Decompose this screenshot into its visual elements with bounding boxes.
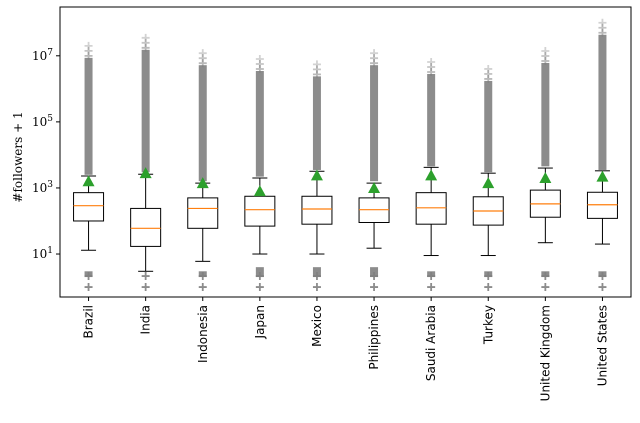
flier-band-high: [84, 57, 93, 175]
flier-marker: [484, 74, 493, 83]
x-tick-label: Japan: [253, 305, 267, 339]
box-group-india: India: [130, 33, 162, 334]
mean-marker: [253, 185, 266, 197]
flier-marker: [141, 33, 150, 42]
flier-marker: [598, 18, 607, 27]
flier-marker: [598, 272, 607, 281]
flier-band-high: [255, 71, 264, 177]
flier-band-high: [427, 73, 436, 167]
box-group-united-states: United States: [586, 18, 618, 386]
mean-marker: [539, 172, 552, 184]
flier-marker: [598, 283, 607, 292]
flier-band-high: [370, 65, 379, 182]
flier-marker: [198, 272, 207, 281]
plot-frame: [59, 6, 632, 298]
box-group-united-kingdom: United Kingdom: [529, 46, 561, 401]
box: [244, 195, 276, 227]
flier-marker: [84, 41, 93, 50]
flier-marker: [84, 51, 93, 60]
flier-marker: [541, 56, 550, 65]
y-axis-label: #followers + 1: [11, 111, 25, 202]
mean-marker: [368, 181, 381, 193]
box: [187, 197, 219, 229]
flier-marker: [255, 283, 264, 292]
flier-marker: [198, 283, 207, 292]
flier-marker: [370, 272, 379, 281]
flier-marker: [427, 272, 436, 281]
flier-marker: [541, 46, 550, 55]
box-group-philippines: Philippines: [358, 49, 390, 370]
mean-marker: [482, 177, 495, 189]
box-group-indonesia: Indonesia: [187, 49, 219, 363]
mean-marker: [596, 170, 609, 182]
flier-marker: [255, 65, 264, 74]
flier-marker: [427, 283, 436, 292]
flier-marker: [541, 283, 550, 292]
box-group-mexico: Mexico: [301, 60, 333, 347]
x-tick-label: Saudi Arabia: [424, 305, 438, 381]
mean-marker: [82, 175, 95, 187]
flier-marker: [198, 49, 207, 58]
mean-marker: [139, 167, 152, 179]
box-group-turkey: Turkey: [472, 64, 504, 345]
flier-marker: [84, 283, 93, 292]
flier-marker: [484, 272, 493, 281]
flier-marker: [141, 283, 150, 292]
mean-marker: [196, 177, 209, 189]
flier-marker: [484, 283, 493, 292]
flier-band-high: [598, 34, 607, 170]
box-group-brazil: Brazil: [73, 41, 105, 339]
flier-marker: [370, 59, 379, 68]
flier-marker: [255, 55, 264, 64]
flier-band-high: [312, 76, 321, 170]
flier-marker: [84, 272, 93, 281]
flier-marker: [312, 272, 321, 281]
box-group-saudi-arabia: Saudi Arabia: [415, 57, 447, 381]
flier-band-high: [484, 80, 493, 173]
mean-marker: [310, 169, 323, 181]
box: [130, 207, 162, 247]
x-tick-label: Mexico: [310, 305, 324, 347]
flier-marker: [427, 67, 436, 76]
flier-marker: [427, 57, 436, 66]
x-tick-label: Indonesia: [196, 305, 210, 363]
x-tick-label: Turkey: [481, 305, 495, 345]
x-tick-label: United States: [595, 305, 609, 386]
x-tick-label: United Kingdom: [538, 305, 552, 401]
flier-marker: [370, 49, 379, 58]
flier-marker: [370, 283, 379, 292]
flier-marker: [312, 283, 321, 292]
box: [73, 192, 105, 222]
flier-band-high: [198, 65, 207, 182]
flier-marker: [312, 60, 321, 69]
box: [301, 195, 333, 225]
flier-marker: [541, 272, 550, 281]
y-tick-label: 103: [32, 180, 53, 195]
y-tick-label: 101: [32, 246, 53, 261]
x-tick-label: India: [139, 305, 153, 334]
x-tick-label: Philippines: [367, 305, 381, 370]
y-tick-label: 105: [32, 114, 53, 129]
x-tick-label: Brazil: [82, 305, 96, 339]
flier-marker: [484, 64, 493, 73]
flier-marker: [598, 28, 607, 37]
flier-marker: [141, 43, 150, 52]
flier-marker: [141, 272, 150, 281]
flier-band-high: [541, 62, 550, 167]
flier-marker: [255, 272, 264, 281]
box-group-japan: Japan: [244, 55, 276, 339]
y-tick-label: 107: [32, 48, 53, 63]
flier-marker: [312, 70, 321, 79]
flier-marker: [198, 59, 207, 68]
flier-band-high: [141, 49, 150, 173]
mean-marker: [425, 169, 438, 181]
